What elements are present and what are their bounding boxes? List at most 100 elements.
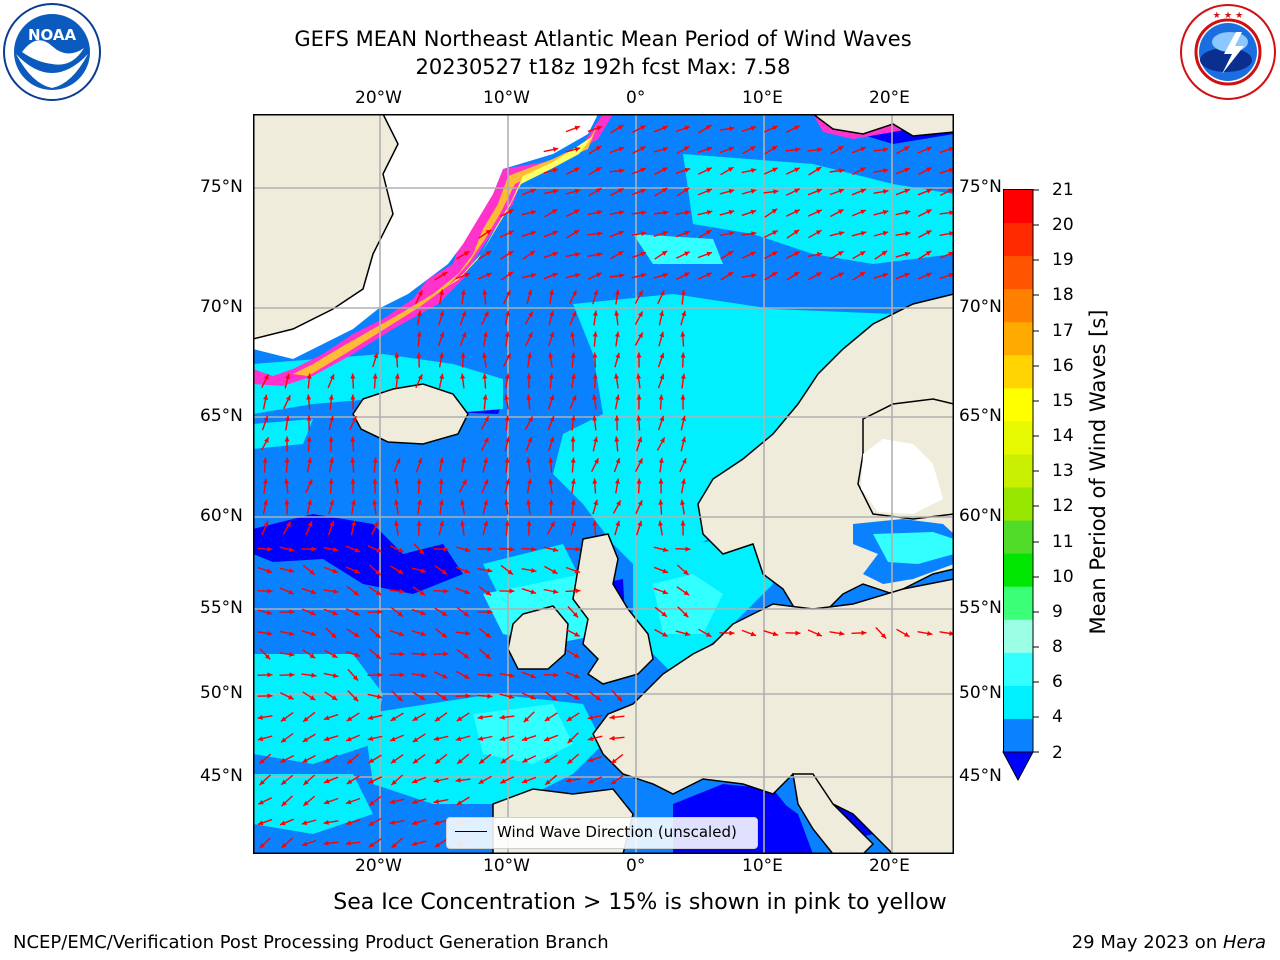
wind-wave-arrowhead	[595, 167, 602, 172]
colorbar-segment	[1004, 718, 1033, 753]
wind-wave-arrowhead	[661, 611, 667, 617]
wind-wave-arrowhead	[527, 289, 533, 296]
lon-tick-top: 20°W	[355, 88, 402, 108]
wind-wave-arrowhead	[331, 653, 338, 658]
wind-wave-arrowhead	[552, 547, 559, 552]
wind-wave-arrowhead	[439, 289, 444, 295]
wind-wave-arrowhead	[683, 146, 690, 151]
wind-wave-arrowhead	[483, 520, 489, 527]
wind-wave-arrowhead	[328, 436, 334, 442]
colorbar-tick-label: 12	[1052, 496, 1074, 516]
wind-wave-arrowhead	[772, 631, 779, 637]
wind-wave-arrowhead	[837, 251, 844, 256]
lat-tick-left: 55°N	[200, 598, 243, 618]
wind-wave-arrowhead	[528, 311, 533, 318]
wind-wave-arrowhead	[593, 499, 599, 506]
wind-wave-arrowhead	[323, 736, 330, 742]
greenland	[253, 114, 399, 340]
wind-wave-arrowhead	[509, 673, 515, 678]
wind-wave-arrowhead	[570, 499, 576, 505]
wind-wave-arrowhead	[416, 352, 422, 358]
lat-tick-right: 70°N	[959, 297, 1002, 317]
lon-tick-bottom: 10°W	[483, 856, 530, 876]
wind-wave-arrowhead	[394, 373, 400, 379]
wind-wave-arrowhead	[302, 757, 308, 763]
wind-wave-arrowhead	[587, 757, 594, 763]
wind-wave-arrowhead	[259, 758, 265, 764]
wind-wave-arrowhead	[324, 758, 331, 763]
wind-wave-arrowhead	[267, 588, 273, 594]
wind-wave-arrowhead	[332, 673, 339, 678]
wind-wave-arrowhead	[904, 167, 910, 173]
wind-wave-arrowhead	[375, 569, 381, 576]
lon-tick-top: 0°	[626, 88, 646, 108]
wind-wave-arrowhead	[484, 416, 489, 422]
wind-wave-arrowhead	[904, 632, 910, 637]
wind-wave-arrowhead	[815, 167, 822, 172]
wind-wave-arrowhead	[285, 395, 291, 401]
wind-wave-arrowhead	[499, 736, 506, 742]
wind-wave-arrowhead	[419, 695, 426, 700]
wind-wave-arrowhead	[882, 272, 889, 278]
wind-wave-arrowhead	[284, 415, 290, 421]
wind-wave-arrowhead	[706, 188, 712, 194]
wind-wave-arrowhead	[417, 374, 423, 380]
wind-wave-arrowhead	[617, 125, 624, 130]
noaa-logo-text: NOAA	[28, 26, 77, 44]
wind-wave-arrowhead	[281, 842, 287, 848]
wind-wave-arrowhead	[464, 547, 471, 553]
wind-wave-arrowhead	[572, 612, 579, 618]
wind-wave-arrowhead	[416, 478, 422, 484]
wind-wave-arrowhead	[659, 310, 664, 317]
wind-wave-arrowhead	[306, 373, 312, 379]
wind-wave-arrowhead	[662, 589, 668, 595]
map-legend: Wind Wave Direction (unscaled)	[446, 817, 758, 849]
wind-wave-arrowhead	[614, 478, 620, 484]
wind-wave-arrowhead	[433, 799, 439, 804]
wind-wave-arrowhead	[614, 415, 620, 421]
wind-wave-arrowhead	[500, 778, 506, 784]
wind-wave-arrowhead	[552, 147, 559, 152]
wind-wave-arrowhead	[658, 520, 663, 526]
wind-wave-arrowhead	[706, 146, 713, 152]
map-frame	[253, 114, 954, 854]
wind-wave-arrowhead	[258, 799, 264, 805]
wind-wave-arrowhead	[263, 521, 269, 527]
wind-wave-arrowhead	[266, 610, 273, 615]
wind-wave-arrowhead	[530, 673, 536, 679]
wind-wave-arrowhead	[463, 653, 470, 659]
wind-wave-arrowhead	[570, 478, 576, 484]
wind-wave-arrowhead	[505, 478, 510, 485]
wind-wave-arrowhead	[483, 479, 489, 485]
wind-wave-arrowhead	[610, 779, 617, 785]
wind-wave-arrowhead	[350, 478, 356, 484]
wind-wave-arrowhead	[616, 696, 623, 702]
wind-wave-arrowhead	[705, 230, 712, 235]
wind-wave-arrowhead	[375, 653, 381, 659]
wind-wave-arrowhead	[592, 331, 598, 337]
wind-wave-arrowhead	[263, 499, 268, 506]
wind-wave-arrowhead	[267, 546, 273, 552]
colorbar-segment	[1004, 553, 1033, 588]
colorbar-segment	[1004, 289, 1033, 323]
wind-wave-arrowhead	[706, 167, 712, 173]
wind-wave-arrowhead	[681, 436, 686, 443]
colorbar-tick-label: 19	[1052, 250, 1074, 270]
wind-wave-arrowhead	[508, 209, 514, 215]
wind-wave-arrowhead	[684, 125, 691, 131]
lon-tick-top: 10°W	[483, 88, 530, 108]
wind-wave-arrowhead	[729, 126, 735, 132]
wind-wave-arrowhead	[420, 568, 427, 574]
wind-wave-arrowhead	[614, 310, 620, 316]
colorbar-segment	[1004, 652, 1033, 687]
wind-wave-arrowhead	[681, 310, 687, 317]
wind-wave-arrowhead	[573, 653, 580, 658]
wind-wave-arrowhead	[350, 373, 356, 379]
wind-wave-arrowhead	[307, 499, 312, 506]
wind-wave-arrowhead	[482, 373, 488, 379]
wind-wave-arrowhead	[816, 272, 822, 277]
wind-wave-arrowhead	[439, 310, 445, 317]
wind-wave-arrowhead	[882, 230, 889, 236]
wind-wave-arrowhead	[368, 842, 375, 848]
wind-wave-arrowhead	[377, 609, 383, 615]
